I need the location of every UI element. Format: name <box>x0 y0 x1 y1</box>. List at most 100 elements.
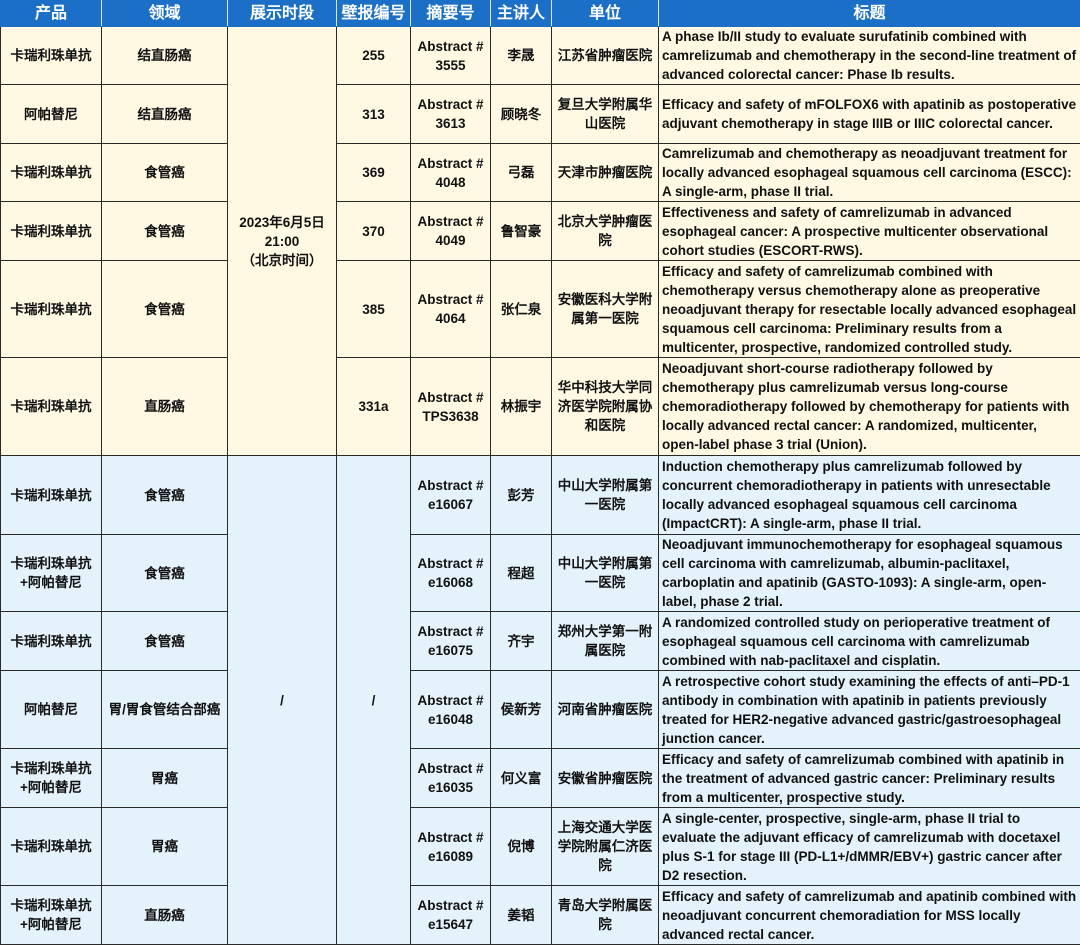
abstract-cell: Abstract # e16068 <box>411 535 491 612</box>
title-cell: A single-center, prospective, single-arm… <box>659 808 1080 886</box>
header-product: 产品 <box>1 1 102 27</box>
poster-cell: 255 <box>337 27 411 85</box>
abstract-cell: Abstract # 4049 <box>411 202 491 261</box>
field-cell: 结直肠癌 <box>102 27 228 85</box>
speaker-cell: 程超 <box>491 535 552 612</box>
field-cell: 直肠癌 <box>102 886 228 945</box>
unit-cell: 上海交通大学医学院附属仁济医院 <box>552 808 659 886</box>
abstract-cell: Abstract # e16067 <box>411 456 491 535</box>
header-field: 领域 <box>102 1 228 27</box>
title-cell: Effectiveness and safety of camrelizumab… <box>659 202 1080 261</box>
header-title: 标题 <box>659 1 1080 27</box>
title-cell: Neoadjuvant short-course radiotherapy fo… <box>659 358 1080 456</box>
header-row: 产品领域展示时段壁报编号摘要号主讲人单位标题 <box>1 1 1080 27</box>
title-cell: A randomized controlled study on periope… <box>659 612 1080 671</box>
poster-cell: 385 <box>337 261 411 358</box>
product-cell: 卡瑞利珠单抗+阿帕替尼 <box>1 749 102 808</box>
product-cell: 卡瑞利珠单抗+阿帕替尼 <box>1 886 102 945</box>
unit-cell: 天津市肿瘤医院 <box>552 144 659 202</box>
poster-cell: 370 <box>337 202 411 261</box>
product-cell: 卡瑞利珠单抗 <box>1 144 102 202</box>
product-cell: 卡瑞利珠单抗 <box>1 202 102 261</box>
field-cell: 胃/胃食管结合部癌 <box>102 671 228 749</box>
header-poster: 壁报编号 <box>337 1 411 27</box>
unit-cell: 华中科技大学同济医学院附属协和医院 <box>552 358 659 456</box>
header-speaker: 主讲人 <box>491 1 552 27</box>
title-cell: Efficacy and safety of mFOLFOX6 with apa… <box>659 85 1080 144</box>
abstract-cell: Abstract # e15647 <box>411 886 491 945</box>
unit-cell: 江苏省肿瘤医院 <box>552 27 659 85</box>
speaker-cell: 林振宇 <box>491 358 552 456</box>
poster-cell: 369 <box>337 144 411 202</box>
time-cell: / <box>228 456 337 945</box>
time-cell: 2023年6月5日 21:00 （北京时间） <box>228 27 337 456</box>
abstract-cell: Abstract # 3613 <box>411 85 491 144</box>
speaker-cell: 侯新芳 <box>491 671 552 749</box>
header-time: 展示时段 <box>228 1 337 27</box>
abstract-cell: Abstract # 4064 <box>411 261 491 358</box>
title-cell: Efficacy and safety of camrelizumab comb… <box>659 749 1080 808</box>
abstract-cell: Abstract # e16048 <box>411 671 491 749</box>
unit-cell: 北京大学肿瘤医院 <box>552 202 659 261</box>
field-cell: 食管癌 <box>102 612 228 671</box>
title-cell: Efficacy and safety of camrelizumab and … <box>659 886 1080 945</box>
title-cell: Camrelizumab and chemotherapy as neoadju… <box>659 144 1080 202</box>
speaker-cell: 张仁泉 <box>491 261 552 358</box>
field-cell: 直肠癌 <box>102 358 228 456</box>
unit-cell: 河南省肿瘤医院 <box>552 671 659 749</box>
product-cell: 卡瑞利珠单抗 <box>1 27 102 85</box>
title-cell: Efficacy and safety of camrelizumab comb… <box>659 261 1080 358</box>
abstract-cell: Abstract # e16089 <box>411 808 491 886</box>
unit-cell: 郑州大学第一附属医院 <box>552 612 659 671</box>
speaker-cell: 顾晓冬 <box>491 85 552 144</box>
field-cell: 食管癌 <box>102 202 228 261</box>
speaker-cell: 鲁智豪 <box>491 202 552 261</box>
speaker-cell: 彭芳 <box>491 456 552 535</box>
header-abstract: 摘要号 <box>411 1 491 27</box>
unit-cell: 复旦大学附属华山医院 <box>552 85 659 144</box>
field-cell: 食管癌 <box>102 261 228 358</box>
product-cell: 卡瑞利珠单抗 <box>1 261 102 358</box>
speaker-cell: 李晟 <box>491 27 552 85</box>
product-cell: 卡瑞利珠单抗+阿帕替尼 <box>1 535 102 612</box>
title-cell: Neoadjuvant immunochemotherapy for esoph… <box>659 535 1080 612</box>
product-cell: 阿帕替尼 <box>1 671 102 749</box>
abstract-cell: Abstract # TPS3638 <box>411 358 491 456</box>
title-cell: A retrospective cohort study examining t… <box>659 671 1080 749</box>
unit-cell: 安徽医科大学附属第一医院 <box>552 261 659 358</box>
field-cell: 食管癌 <box>102 144 228 202</box>
field-cell: 胃癌 <box>102 749 228 808</box>
speaker-cell: 何义富 <box>491 749 552 808</box>
field-cell: 结直肠癌 <box>102 85 228 144</box>
unit-cell: 中山大学附属第一医院 <box>552 456 659 535</box>
product-cell: 卡瑞利珠单抗 <box>1 808 102 886</box>
abstract-cell: Abstract # e16035 <box>411 749 491 808</box>
field-cell: 食管癌 <box>102 535 228 612</box>
speaker-cell: 倪博 <box>491 808 552 886</box>
abstract-cell: Abstract # 4048 <box>411 144 491 202</box>
title-cell: A phase Ib/II study to evaluate surufati… <box>659 27 1080 85</box>
abstract-cell: Abstract # 3555 <box>411 27 491 85</box>
field-cell: 食管癌 <box>102 456 228 535</box>
poster-cell: 313 <box>337 85 411 144</box>
speaker-cell: 齐宇 <box>491 612 552 671</box>
product-cell: 卡瑞利珠单抗 <box>1 612 102 671</box>
unit-cell: 青岛大学附属医院 <box>552 886 659 945</box>
speaker-cell: 弓磊 <box>491 144 552 202</box>
speaker-cell: 姜韬 <box>491 886 552 945</box>
title-cell: Induction chemotherapy plus camrelizumab… <box>659 456 1080 535</box>
field-cell: 胃癌 <box>102 808 228 886</box>
product-cell: 卡瑞利珠单抗 <box>1 358 102 456</box>
